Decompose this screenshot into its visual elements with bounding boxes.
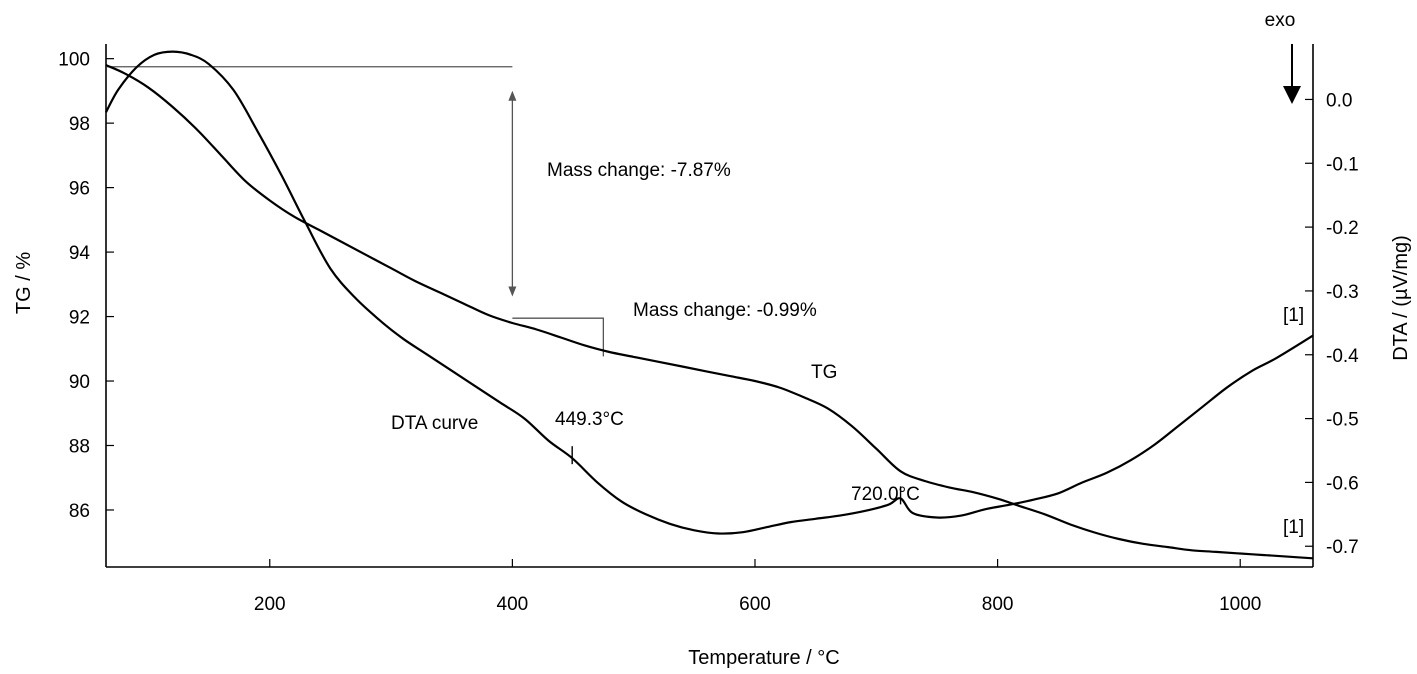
y-left-tick-label: 90 bbox=[69, 372, 90, 393]
y-axis-right-ticks: 0.0 -0.1 -0.2 -0.3 -0.4 -0.5 -0.6 -0.7 bbox=[1305, 90, 1359, 558]
y-right-tick-label: -0.1 bbox=[1326, 154, 1359, 175]
x-tick-label: 400 bbox=[497, 594, 529, 615]
y-right-tick-label: 0.0 bbox=[1326, 90, 1352, 111]
y-axis-left-title: TG / % bbox=[13, 252, 35, 314]
dta-curve bbox=[105, 50, 1314, 535]
y-right-tick-label: -0.5 bbox=[1326, 410, 1359, 431]
y-left-tick-label: 98 bbox=[69, 114, 90, 135]
mass-change-1-label: Mass change: -7.87% bbox=[547, 160, 731, 181]
dta-curve-label: DTA curve bbox=[391, 413, 478, 434]
x-axis-title: Temperature / °C bbox=[688, 647, 839, 669]
y-right-tick-label: -0.4 bbox=[1326, 346, 1359, 367]
y-right-tick-label: -0.3 bbox=[1326, 282, 1359, 303]
mass-change-2-bracket bbox=[512, 317, 605, 357]
y-axis-right-title: DTA / (µV/mg) bbox=[1390, 235, 1412, 361]
dta-end-marker-label: [1] bbox=[1283, 517, 1304, 538]
tg-curve-label: TG bbox=[811, 362, 837, 383]
x-axis-ticks: 200 400 600 800 1000 bbox=[254, 559, 1261, 615]
y-left-tick-label: 88 bbox=[69, 437, 90, 458]
exo-label: exo bbox=[1265, 10, 1296, 31]
x-tick-label: 200 bbox=[254, 594, 286, 615]
x-tick-label: 1000 bbox=[1219, 594, 1261, 615]
y-left-tick-label: 92 bbox=[69, 308, 90, 329]
peak-449-label: 449.3°C bbox=[555, 409, 624, 430]
exo-arrow-icon bbox=[1283, 86, 1301, 104]
y-right-tick-label: -0.2 bbox=[1326, 218, 1359, 239]
tg-end-marker-label: [1] bbox=[1283, 305, 1304, 326]
y-left-tick-label: 96 bbox=[69, 179, 90, 200]
y-right-tick-label: -0.7 bbox=[1326, 537, 1359, 558]
tg-curve bbox=[105, 64, 1314, 560]
x-tick-label: 800 bbox=[982, 594, 1014, 615]
peak-720-label: 720.0°C bbox=[851, 484, 920, 505]
y-axis-left-ticks: 100 98 96 94 92 90 88 86 bbox=[58, 50, 114, 522]
y-left-tick-label: 100 bbox=[58, 50, 90, 71]
mass-change-2-label: Mass change: -0.99% bbox=[633, 300, 817, 321]
x-tick-label: 600 bbox=[739, 594, 771, 615]
y-left-tick-label: 94 bbox=[69, 243, 91, 264]
y-right-tick-label: -0.6 bbox=[1326, 473, 1359, 494]
y-left-tick-label: 86 bbox=[69, 501, 90, 522]
peak-markers bbox=[571, 446, 902, 505]
